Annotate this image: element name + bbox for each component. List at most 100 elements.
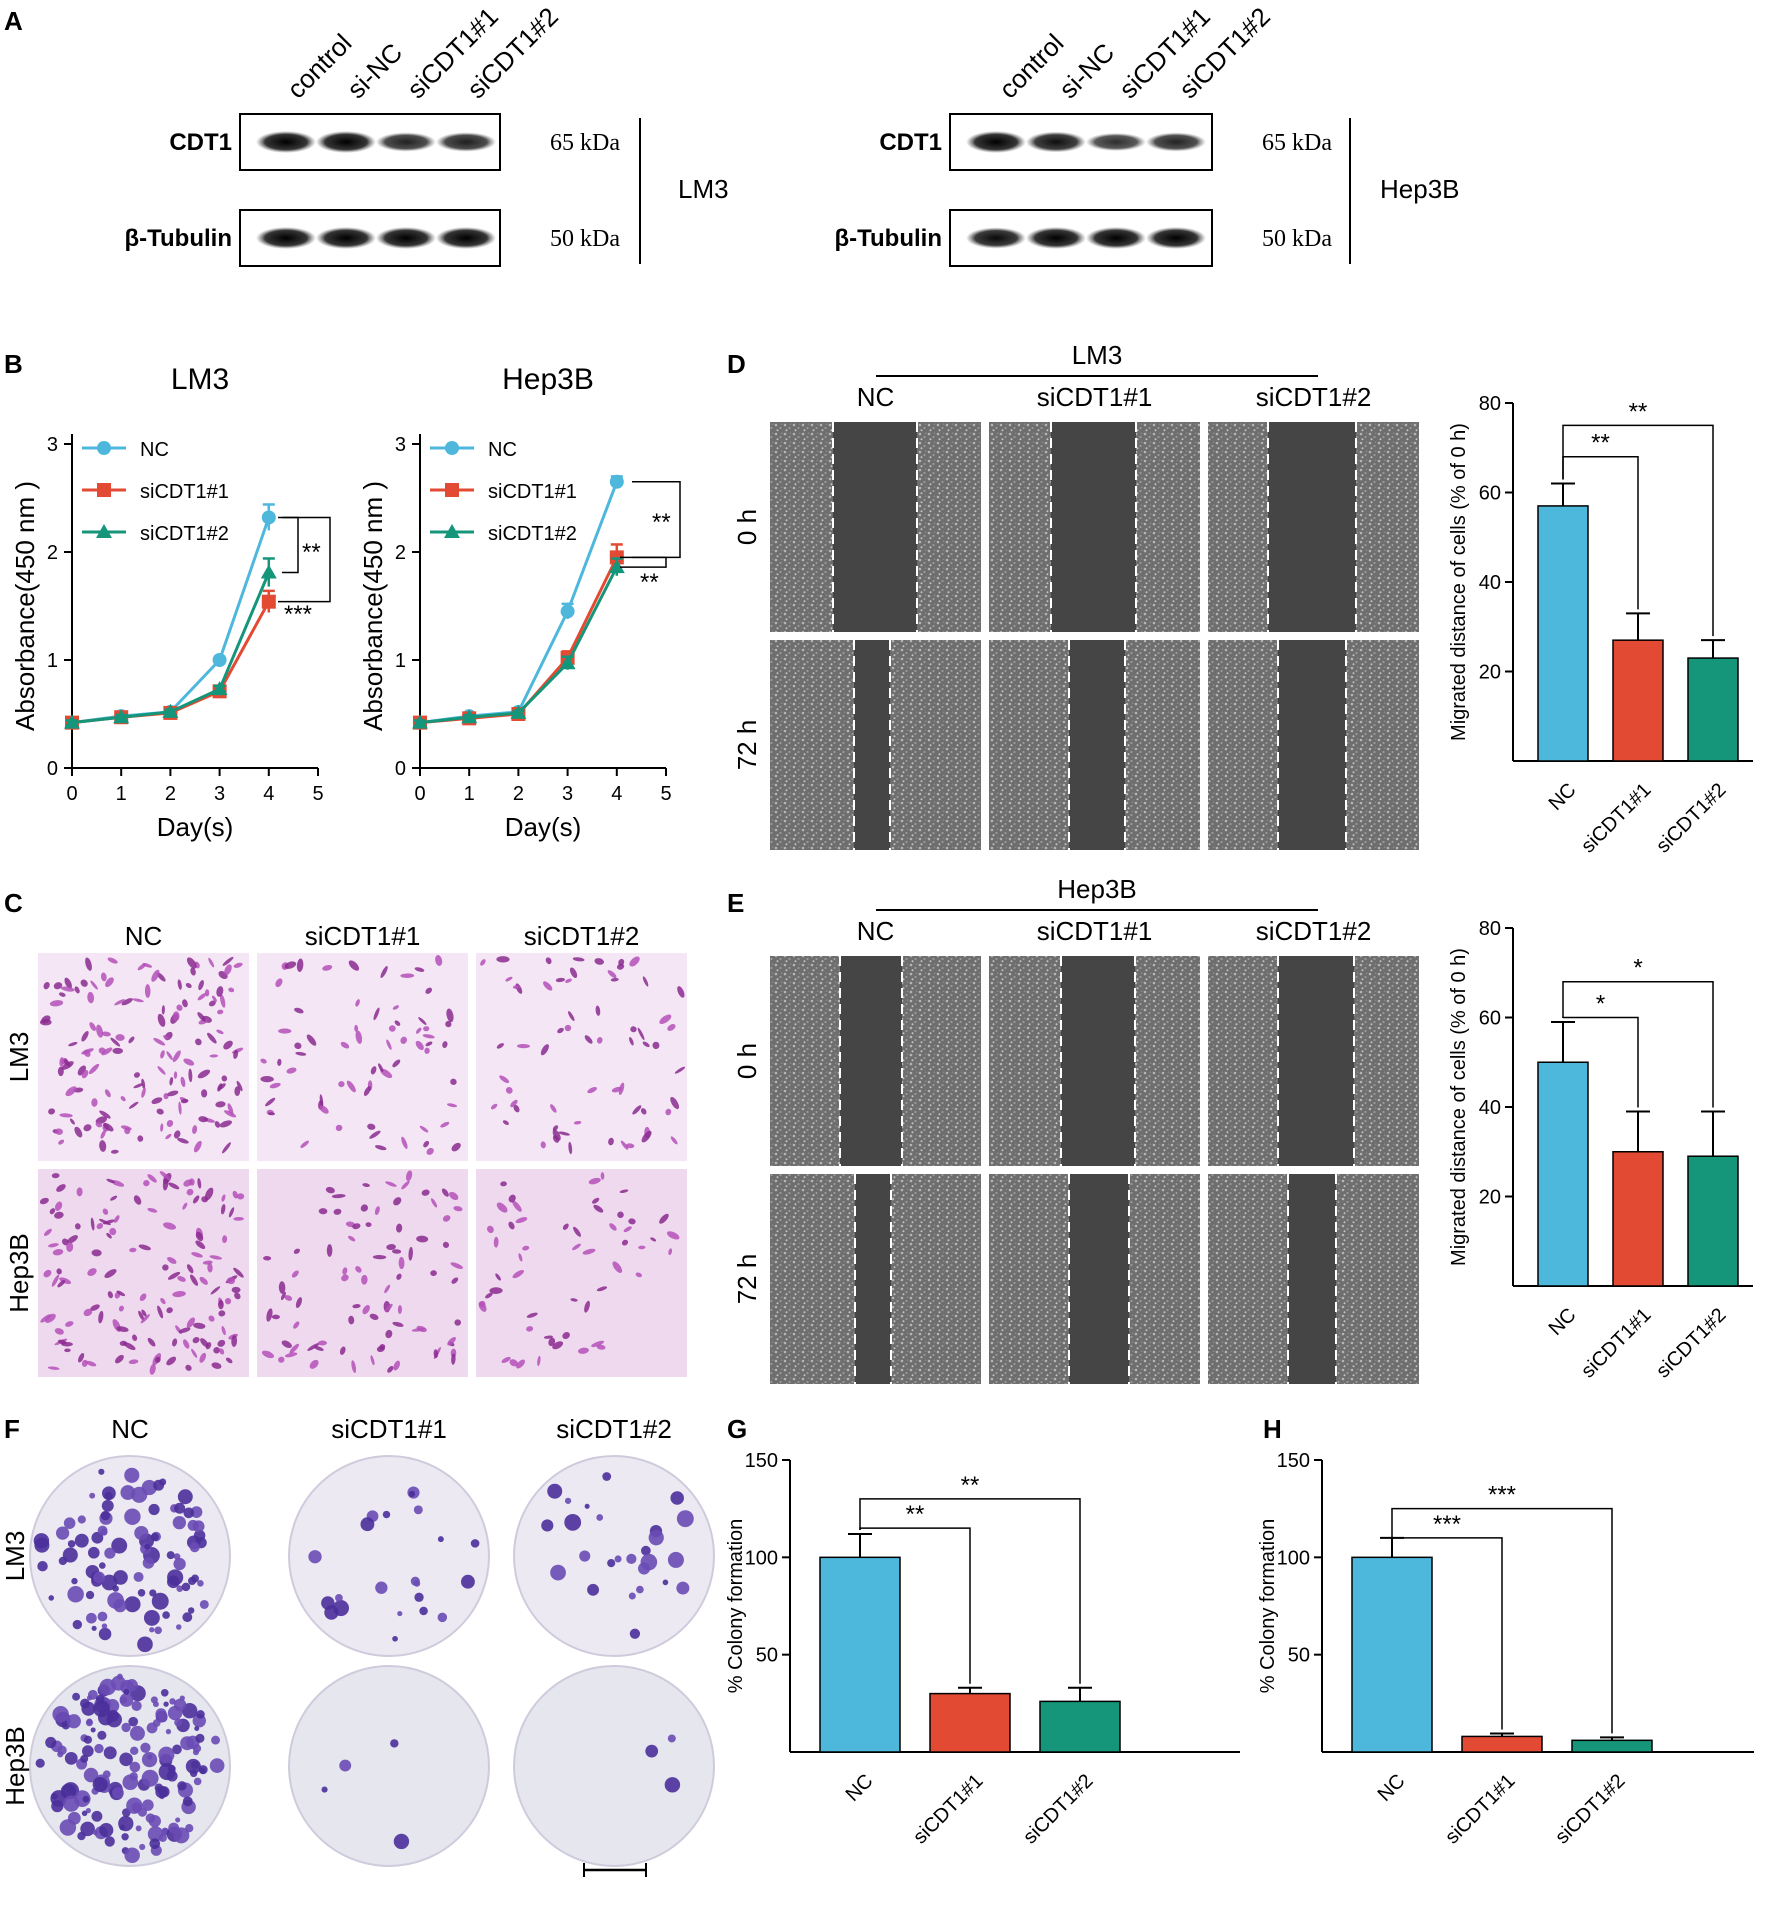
colony	[664, 1777, 681, 1793]
y-tick-label: 2	[47, 542, 58, 564]
stained-cell	[221, 1075, 228, 1082]
stained-cell	[193, 1140, 202, 1153]
stained-cell	[233, 1267, 244, 1278]
colony	[192, 1744, 202, 1753]
y-tick-label: 40	[1479, 572, 1501, 594]
stained-cell	[61, 1341, 73, 1347]
stained-cell	[220, 1204, 226, 1215]
colony	[148, 1503, 160, 1516]
stained-cell	[659, 1014, 672, 1025]
wound-gap	[833, 422, 917, 632]
colony	[375, 1581, 388, 1594]
colony	[413, 1580, 421, 1587]
data-point	[64, 714, 80, 729]
protein-band	[1026, 227, 1086, 249]
stained-cell	[58, 992, 66, 997]
stained-cell	[543, 981, 553, 991]
stained-cell	[160, 1123, 164, 1132]
stained-cell	[211, 995, 217, 1002]
stained-cell	[186, 1188, 194, 1196]
colony	[437, 1536, 444, 1543]
stained-cell	[294, 1042, 302, 1050]
colony	[124, 1467, 140, 1483]
stained-cell	[197, 1069, 211, 1079]
stained-cell	[225, 1357, 233, 1364]
stained-cell	[355, 999, 360, 1007]
stained-cell	[670, 1136, 678, 1145]
stained-cell	[632, 1105, 642, 1115]
stained-cell	[608, 1137, 614, 1146]
stained-cell	[543, 1335, 554, 1339]
colony	[119, 1696, 128, 1704]
stained-cell	[167, 1271, 181, 1280]
stained-cell	[280, 1291, 286, 1301]
colony	[199, 1599, 209, 1609]
stained-cell	[637, 1027, 645, 1041]
stained-cell	[291, 1270, 299, 1278]
colony	[142, 1557, 155, 1569]
panel-f: F NC siCDT1#1 siCDT1#2 LM3 Hep3B	[0, 1414, 715, 1877]
culture-plate	[513, 1455, 715, 1657]
legend-label: siCDT1#1	[140, 481, 229, 503]
stained-cell	[278, 1028, 292, 1034]
stained-cell	[595, 1005, 601, 1016]
colony	[173, 1557, 186, 1571]
colony	[99, 1562, 106, 1569]
significance-bracket	[1391, 1533, 1503, 1730]
stained-cell	[496, 1043, 504, 1049]
data-point	[510, 704, 527, 719]
stained-cell	[60, 986, 75, 992]
colony	[335, 1593, 343, 1602]
stained-cell	[57, 1280, 66, 1288]
stained-cell	[226, 1277, 235, 1285]
significance-bracket	[620, 556, 667, 568]
stained-cell	[172, 1050, 181, 1063]
stained-cell	[355, 1266, 362, 1273]
stained-cell	[352, 1223, 361, 1230]
colony	[676, 1581, 690, 1595]
stained-cell	[190, 1274, 199, 1286]
colony	[74, 1533, 89, 1548]
colony	[152, 1719, 161, 1727]
significance-label: **	[640, 569, 659, 596]
significance-label: **	[1591, 430, 1610, 457]
stained-cell	[219, 1348, 225, 1355]
stained-cell	[635, 1272, 643, 1278]
stained-cell	[215, 1101, 226, 1108]
stained-cell	[593, 1204, 604, 1213]
colony	[148, 1814, 161, 1828]
stained-cell	[442, 1041, 448, 1048]
stained-cell	[630, 1026, 637, 1033]
colony	[120, 1485, 136, 1500]
column-label: siCDT1#2	[1256, 382, 1372, 412]
stained-cell	[502, 1120, 509, 1125]
transwell-image	[476, 1169, 687, 1377]
stained-cell	[540, 1141, 546, 1149]
stained-cell	[490, 1103, 498, 1110]
stained-cell	[201, 1196, 208, 1203]
colony	[195, 1733, 205, 1743]
colony	[121, 1722, 131, 1733]
stained-cell	[211, 1362, 222, 1369]
stained-cell	[65, 1086, 77, 1097]
stained-cell	[641, 1130, 652, 1143]
stained-cell	[339, 1346, 346, 1355]
stained-cell	[526, 1312, 538, 1318]
stained-cell	[161, 1005, 165, 1015]
series-line	[71, 516, 271, 725]
colony	[89, 1492, 96, 1499]
stained-cell	[120, 1096, 126, 1102]
significance-label: **	[906, 1501, 925, 1528]
row-label: 0 h	[732, 1043, 762, 1079]
stained-cell	[216, 986, 224, 997]
colony	[141, 1479, 157, 1496]
stained-cell	[221, 1194, 226, 1202]
stained-cell	[195, 1038, 202, 1046]
stained-cell	[552, 1135, 560, 1143]
significance-bracket	[1562, 980, 1714, 1108]
stained-cell	[118, 1305, 124, 1312]
colony	[102, 1486, 116, 1501]
row-label: Hep3B	[4, 1233, 34, 1313]
column-label: NC	[857, 916, 895, 946]
